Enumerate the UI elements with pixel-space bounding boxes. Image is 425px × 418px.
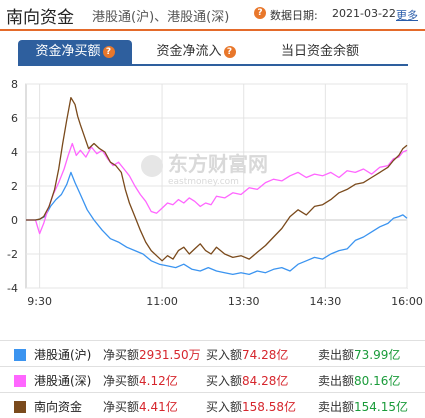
series-line-total — [26, 96, 408, 262]
tab-label: 资金净买额 — [35, 44, 101, 59]
row-divider — [0, 340, 425, 341]
watermark-emblem — [141, 155, 163, 177]
page-title: 南向资金 — [6, 8, 74, 28]
y-tick-label: 4 — [11, 146, 18, 159]
net-buy-cell: 净买额2931.50万 — [103, 346, 201, 363]
row-divider — [0, 366, 425, 367]
x-tick-label: 16:00 — [391, 295, 423, 308]
chart-grid — [25, 83, 408, 289]
buy-label: 买入额 — [206, 348, 243, 362]
series-line-sh — [26, 171, 408, 276]
sell-label: 卖出额 — [318, 400, 355, 414]
y-tick-label: -2 — [7, 248, 18, 261]
buy-value: 74.28亿 — [242, 348, 289, 362]
legend-name: 港股通(深) — [34, 374, 92, 388]
buy-cell: 买入额158.58亿 — [206, 398, 296, 415]
buy-label: 买入额 — [206, 374, 243, 388]
y-tick-label: 6 — [11, 112, 18, 125]
x-tick-label: 11:00 — [146, 295, 178, 308]
net-value: 2931.50万 — [139, 348, 201, 362]
sell-value: 154.15亿 — [354, 400, 409, 414]
buy-cell: 买入额74.28亿 — [206, 346, 288, 363]
tab-net-inflow[interactable]: 资金净流入? — [148, 40, 244, 64]
swatch-total — [14, 401, 26, 413]
series-line-sz — [26, 142, 408, 235]
net-buy-cell: 净买额4.41亿 — [103, 398, 178, 415]
net-label: 净买额 — [103, 348, 140, 362]
more-link[interactable]: 更多 — [396, 9, 418, 22]
buy-value: 84.28亿 — [242, 374, 289, 388]
x-tick-label: 14:30 — [310, 295, 342, 308]
help-icon[interactable]: ? — [102, 46, 115, 58]
x-tick-label: 9:30 — [27, 295, 52, 308]
legend-name: 港股通(沪) — [34, 348, 92, 362]
watermark-subtext: eastmoney.com — [168, 177, 239, 187]
y-tick-label: 0 — [11, 214, 18, 227]
x-tick-label: 13:30 — [228, 295, 260, 308]
swatch-sz — [14, 375, 26, 387]
swatch-sh — [14, 349, 26, 361]
legend-row-sh: 港股通(沪) 净买额2931.50万 买入额74.28亿 卖出额73.99亿 — [0, 344, 425, 366]
net-buy-cell: 净买额4.12亿 — [103, 372, 178, 389]
sell-label: 卖出额 — [318, 348, 355, 362]
help-icon[interactable]: ? — [254, 7, 266, 19]
sell-value: 73.99亿 — [354, 348, 401, 362]
sell-cell: 卖出额73.99亿 — [318, 346, 400, 363]
watermark-logo: 东方财富网 eastmoney.com — [141, 152, 268, 187]
net-value: 4.41亿 — [139, 400, 178, 414]
help-icon[interactable]: ? — [223, 46, 236, 58]
y-tick-label: 8 — [11, 78, 18, 91]
channel-subtitle: 港股通(沪)、港股通(深) — [92, 10, 230, 25]
tab-label: 当日资金余额 — [280, 44, 359, 59]
tab-day-balance[interactable]: 当日资金余额 — [268, 40, 372, 64]
date-label: 数据日期: — [270, 9, 318, 22]
header: 南向资金 港股通(沪)、港股通(深) ? 数据日期: 2021-03-22 更多 — [0, 0, 425, 28]
y-tick-label: -4 — [7, 282, 18, 295]
legend-row-sz: 港股通(深) 净买额4.12亿 买入额84.28亿 卖出额80.16亿 — [0, 370, 425, 392]
legend-name: 南向资金 — [34, 400, 83, 414]
net-value: 4.12亿 — [139, 374, 178, 388]
sell-label: 卖出额 — [318, 374, 355, 388]
buy-value: 158.58亿 — [242, 400, 297, 414]
y-axis-labels: -4 -2 0 2 4 6 8 — [7, 78, 18, 295]
x-axis-labels: 9:30 11:00 13:30 14:30 16:00 — [27, 295, 423, 308]
y-tick-label: 2 — [11, 180, 18, 193]
sell-cell: 卖出额154.15亿 — [318, 398, 408, 415]
tab-label: 资金净流入 — [156, 44, 222, 59]
sell-cell: 卖出额80.16亿 — [318, 372, 400, 389]
net-buy-chart: 东方财富网 eastmoney.com -4 -2 0 2 4 6 8 9:30 11:00 1… — [7, 78, 423, 308]
buy-cell: 买入额84.28亿 — [206, 372, 288, 389]
header-divider — [0, 29, 425, 31]
net-label: 净买额 — [103, 400, 140, 414]
legend-row-total: 南向资金 净买额4.41亿 买入额158.58亿 卖出额154.15亿 — [0, 396, 425, 418]
row-divider — [0, 392, 425, 393]
tab-bar: 资金净买额? 资金净流入? 当日资金余额 — [0, 40, 425, 68]
chart-series — [26, 96, 408, 276]
tab-underline — [18, 64, 408, 66]
date-value: 2021-03-22 — [332, 7, 396, 20]
tab-net-buy[interactable]: 资金净买额? — [18, 40, 132, 64]
net-label: 净买额 — [103, 374, 140, 388]
watermark-text: 东方财富网 — [168, 152, 268, 176]
buy-label: 买入额 — [206, 400, 243, 414]
sell-value: 80.16亿 — [354, 374, 401, 388]
